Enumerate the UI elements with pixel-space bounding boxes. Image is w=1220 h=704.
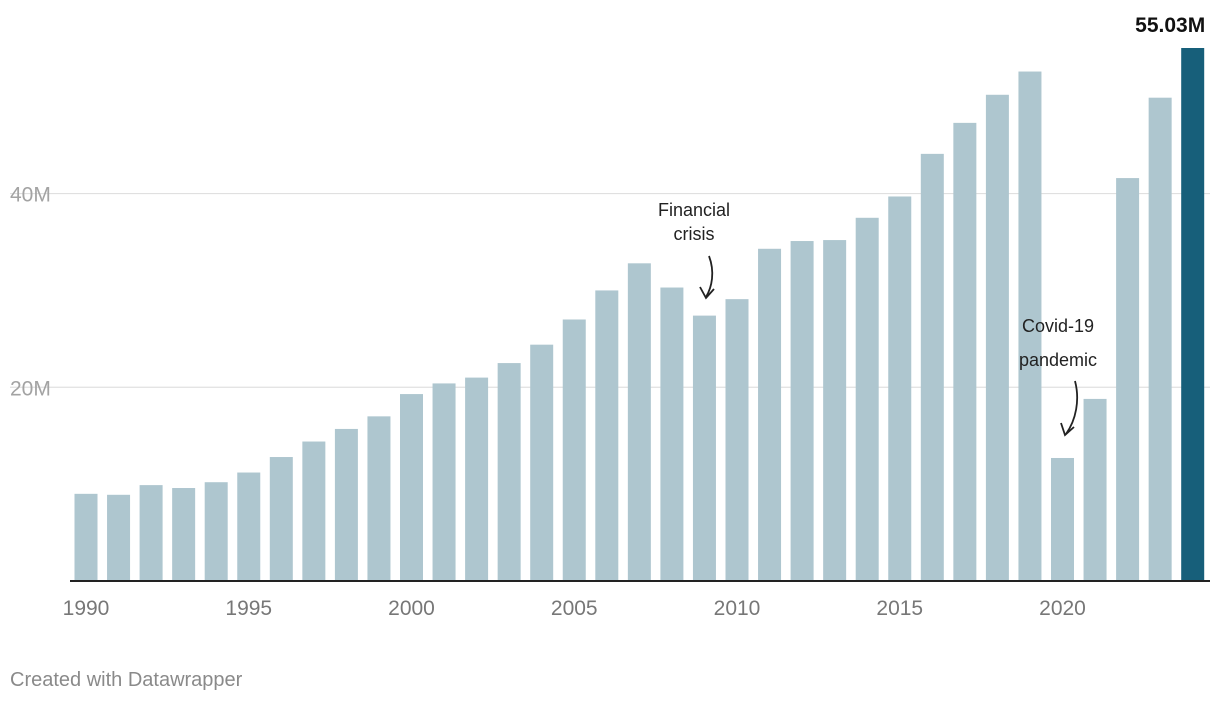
bar-1997 <box>302 441 326 581</box>
bar-2011 <box>758 248 782 581</box>
bar-2010 <box>725 299 749 581</box>
bar-1990 <box>74 493 98 581</box>
x-tick-label: 2010 <box>714 597 761 620</box>
bar-1999 <box>367 416 391 581</box>
bar-2016 <box>920 153 944 581</box>
annotation-financial-crisis: Financial crisis <box>658 200 730 300</box>
bar-1994 <box>204 482 228 581</box>
annotation-financial-crisis-line2: crisis <box>674 224 715 244</box>
bar-1995 <box>237 472 261 581</box>
bar-2004 <box>530 344 554 581</box>
bar-2018 <box>985 94 1009 582</box>
annotation-covid-line2: pandemic <box>1019 350 1097 370</box>
x-tick-label: 2020 <box>1039 597 1086 620</box>
annotation-financial-crisis-line1: Financial <box>658 200 730 220</box>
annotation-covid-arrowhead <box>1060 422 1075 437</box>
bar-2024 <box>1181 48 1205 581</box>
x-tick-label: 2000 <box>388 597 435 620</box>
bar-2007 <box>627 263 651 581</box>
y-tick-label: 40M <box>10 184 51 207</box>
bar-2020 <box>1051 457 1074 581</box>
bar-2015 <box>888 196 912 581</box>
bar-2008 <box>660 287 684 581</box>
annotation-covid-line1: Covid-19 <box>1022 316 1094 336</box>
bar-1998 <box>334 428 358 581</box>
bar-2023 <box>1148 97 1172 582</box>
x-tick-label: 1990 <box>63 597 110 620</box>
bar-2003 <box>497 363 521 581</box>
bar-2002 <box>465 377 489 581</box>
bar-2017 <box>953 122 977 582</box>
footer-credit: Created with Datawrapper <box>10 669 243 691</box>
y-axis-ticks: 20M 40M <box>10 184 51 401</box>
annotation-covid-arrow <box>1065 380 1079 435</box>
x-tick-label: 1995 <box>225 597 272 620</box>
bar-1996 <box>269 457 293 581</box>
x-tick-label: 2005 <box>551 597 598 620</box>
bar-2022 <box>1116 178 1140 582</box>
bar-2013 <box>823 240 847 581</box>
bar-2021 <box>1083 398 1107 581</box>
bar-1993 <box>172 488 196 581</box>
bar-2006 <box>595 290 619 581</box>
bar-1992 <box>139 485 163 581</box>
bar-2000 <box>400 394 423 581</box>
bar-2009 <box>692 315 716 581</box>
x-axis-ticks: 1990 1995 2000 2005 2010 2015 2020 <box>63 597 1086 620</box>
bar-2001 <box>432 383 456 581</box>
bar-1991 <box>107 494 131 581</box>
bars <box>74 48 1205 582</box>
bar-2019 <box>1018 71 1042 581</box>
annotation-financial-crisis-arrowhead <box>699 286 715 300</box>
y-tick-label: 20M <box>10 377 51 400</box>
bar-2012 <box>790 241 814 581</box>
bar-2005 <box>562 319 586 581</box>
annotation-covid-pandemic: Covid-19 pandemic <box>1019 316 1097 437</box>
highlight-value-label: 55.03M <box>1135 14 1205 37</box>
bar-2014 <box>855 217 879 582</box>
x-tick-label: 2015 <box>876 597 923 620</box>
annotation-financial-crisis-arrow <box>705 255 714 298</box>
